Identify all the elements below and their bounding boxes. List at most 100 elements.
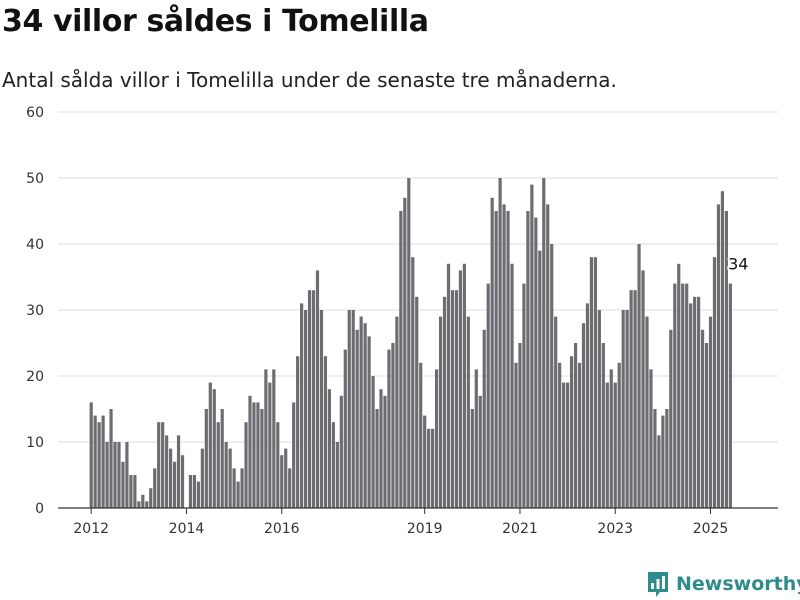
bar <box>613 382 617 508</box>
y-tick-label: 0 <box>35 501 44 517</box>
bar <box>478 395 482 508</box>
brand-name: Newsworthy <box>676 573 800 595</box>
bar <box>415 296 419 508</box>
bar <box>125 442 129 508</box>
bar <box>188 475 193 508</box>
bar <box>141 494 145 508</box>
bar <box>196 481 200 508</box>
bar <box>403 197 407 509</box>
bar <box>192 475 197 508</box>
bar <box>677 263 681 508</box>
bar <box>248 395 252 508</box>
x-tick-label: 2025 <box>693 521 729 537</box>
bar <box>391 343 395 508</box>
bar <box>89 402 93 508</box>
bar <box>494 211 498 508</box>
bar <box>319 310 324 508</box>
bar <box>593 257 597 508</box>
bar <box>474 369 478 508</box>
bar <box>292 402 296 508</box>
highlight-value-label: 34 <box>728 255 748 274</box>
bar <box>657 435 661 508</box>
bar <box>260 409 264 508</box>
bar <box>522 283 526 508</box>
bar <box>371 376 375 508</box>
bar <box>641 270 645 508</box>
bar <box>220 409 224 508</box>
x-tick-label: 2014 <box>169 521 205 537</box>
bar <box>605 382 609 508</box>
bar <box>625 310 629 508</box>
bar <box>363 323 367 508</box>
bar <box>573 343 578 508</box>
bar-chart-logo-icon <box>648 572 668 597</box>
bar <box>276 422 280 508</box>
bar <box>339 395 343 508</box>
bar <box>506 211 510 508</box>
bar <box>538 250 542 508</box>
bar <box>315 270 320 508</box>
bar <box>446 263 451 508</box>
bar <box>502 204 506 508</box>
bar <box>490 197 494 509</box>
bar <box>411 257 415 508</box>
bar <box>93 415 97 508</box>
bar <box>617 362 621 508</box>
bar <box>728 283 732 508</box>
bar <box>720 191 725 508</box>
x-tick-label: 2021 <box>502 521 538 537</box>
bar <box>470 409 474 508</box>
chart-title: 34 villor såldes i Tomelilla <box>2 4 429 39</box>
bar <box>419 362 423 508</box>
bar <box>558 362 562 508</box>
bar <box>514 362 518 508</box>
bar <box>399 211 403 508</box>
bar <box>272 369 276 508</box>
bar <box>236 481 240 508</box>
bar <box>693 296 697 508</box>
bar <box>510 263 514 508</box>
bar <box>137 501 141 508</box>
bar <box>300 303 304 508</box>
bar <box>228 448 232 508</box>
bar <box>577 362 582 508</box>
y-tick-label: 50 <box>26 171 44 187</box>
bar <box>347 310 351 508</box>
bar <box>204 409 208 508</box>
x-tick-label: 2023 <box>597 521 633 537</box>
bar <box>307 290 312 508</box>
bar <box>661 415 665 508</box>
bar <box>284 448 288 508</box>
bar <box>434 369 439 508</box>
bar <box>280 455 284 508</box>
bar <box>375 409 379 508</box>
bar <box>562 382 566 508</box>
bar <box>121 461 125 508</box>
bar <box>482 329 486 508</box>
bar <box>133 475 137 508</box>
x-tick-label: 2016 <box>264 521 300 537</box>
bar <box>153 468 157 508</box>
bar <box>645 316 649 508</box>
bar <box>113 442 117 508</box>
bar <box>649 369 653 508</box>
bar <box>450 290 455 508</box>
bar <box>145 501 149 508</box>
bar <box>458 270 463 508</box>
bar <box>311 290 316 508</box>
bar <box>585 303 590 508</box>
bar <box>387 349 391 508</box>
bar <box>395 316 399 508</box>
bar <box>609 369 613 508</box>
y-tick-label: 10 <box>26 435 44 451</box>
bar <box>689 303 693 508</box>
bar <box>129 475 133 508</box>
bar <box>331 422 335 508</box>
bar <box>180 455 185 508</box>
bar <box>367 336 371 508</box>
bar <box>673 283 677 508</box>
bar <box>554 316 558 508</box>
bar <box>708 316 713 508</box>
bar <box>176 435 181 508</box>
